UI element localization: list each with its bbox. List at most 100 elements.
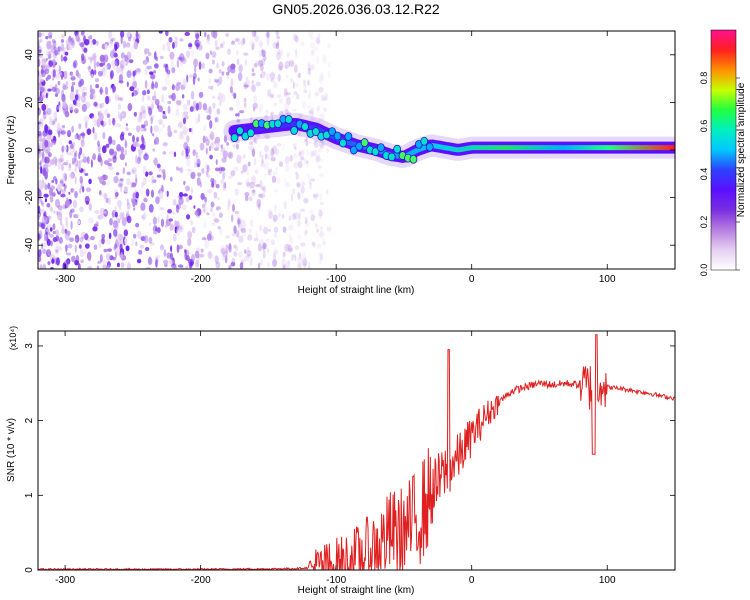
noise-speckle (38, 125, 41, 131)
noise-speckle (188, 43, 193, 48)
noise-speckle (143, 212, 147, 220)
noise-speckle (214, 136, 221, 144)
noise-speckle (175, 83, 180, 92)
noise-speckle (163, 259, 169, 265)
noise-speckle (169, 51, 175, 60)
noise-speckle (316, 39, 321, 44)
noise-speckle (122, 40, 127, 49)
noise-speckle (222, 180, 226, 189)
noise-speckle (64, 55, 67, 64)
noise-speckle (61, 223, 65, 232)
noise-speckle (59, 138, 62, 146)
noise-speckle (40, 92, 43, 101)
signal-blob (246, 128, 255, 138)
noise-speckle (143, 120, 149, 127)
noise-speckle (229, 86, 233, 94)
noise-speckle (142, 59, 148, 65)
x-tick-label: -200 (191, 274, 211, 285)
noise-speckle (99, 253, 103, 263)
noise-speckle (168, 94, 173, 99)
noise-speckle (214, 255, 219, 264)
noise-speckle (237, 218, 242, 225)
noise-speckle (62, 83, 66, 91)
noise-speckle (172, 233, 177, 242)
noise-speckle (319, 71, 324, 81)
noise-speckle (222, 171, 226, 180)
noise-speckle (295, 48, 298, 58)
noise-speckle (38, 249, 42, 257)
noise-speckle (314, 91, 320, 97)
noise-speckle (193, 149, 197, 155)
noise-speckle (216, 108, 221, 115)
noise-speckle (245, 59, 248, 67)
noise-speckle (213, 218, 220, 223)
noise-speckle (167, 105, 171, 114)
noise-speckle (324, 92, 328, 101)
noise-speckle (297, 219, 301, 227)
noise-speckle (48, 129, 53, 136)
noise-speckle (91, 74, 94, 79)
noise-speckle (114, 211, 118, 218)
noise-speckle (116, 247, 120, 256)
noise-speckle (150, 125, 153, 134)
noise-speckle (155, 136, 160, 145)
noise-speckle (54, 117, 58, 122)
noise-speckle (214, 79, 220, 83)
noise-speckle (300, 242, 306, 247)
noise-speckle (181, 58, 186, 62)
noise-speckle (38, 49, 41, 59)
noise-speckle (130, 45, 135, 54)
noise-speckle (238, 235, 244, 243)
noise-speckle (234, 211, 240, 215)
spectrogram-x-axis-label: Height of straight line (km) (298, 285, 415, 296)
noise-speckle (309, 36, 315, 40)
noise-speckle (86, 251, 92, 261)
noise-speckle (225, 250, 229, 258)
noise-speckle (294, 146, 297, 150)
noise-speckle (169, 176, 173, 182)
noise-speckle (45, 35, 49, 40)
noise-speckle (253, 94, 258, 104)
noise-speckle (261, 154, 264, 161)
noise-speckle (42, 167, 46, 177)
noise-speckle (319, 230, 324, 238)
noise-speckle (251, 72, 256, 77)
noise-speckle (313, 140, 319, 148)
noise-speckle (45, 57, 48, 61)
noise-speckle (64, 184, 68, 189)
noise-speckle (197, 77, 200, 82)
noise-speckle (309, 118, 316, 122)
noise-speckle (294, 82, 300, 88)
noise-speckle (288, 234, 292, 242)
noise-speckle (245, 76, 249, 86)
noise-speckle (111, 209, 117, 218)
noise-speckle (67, 243, 73, 249)
noise-speckle (323, 107, 327, 112)
noise-speckle (286, 112, 292, 116)
noise-speckle (215, 206, 221, 211)
noise-speckle (230, 78, 234, 87)
noise-speckle (44, 68, 50, 75)
noise-speckle (145, 188, 150, 197)
noise-speckle (316, 56, 319, 64)
noise-speckle (308, 178, 312, 185)
noise-speckle (228, 242, 232, 250)
noise-speckle (38, 123, 44, 131)
noise-speckle (69, 237, 75, 242)
noise-speckle (318, 172, 325, 178)
noise-speckle (134, 69, 137, 76)
noise-speckle (197, 172, 202, 177)
noise-speckle (291, 255, 294, 261)
noise-speckle (275, 167, 278, 171)
noise-speckle (43, 85, 46, 94)
noise-speckle (266, 262, 271, 268)
noise-speckle (123, 229, 129, 237)
noise-speckle (304, 217, 308, 225)
noise-speckle (299, 208, 306, 212)
noise-speckle (70, 187, 75, 193)
noise-speckle (302, 257, 308, 267)
noise-speckle (161, 86, 168, 91)
noise-speckle (52, 69, 56, 78)
x-tick-label: -100 (326, 575, 346, 586)
